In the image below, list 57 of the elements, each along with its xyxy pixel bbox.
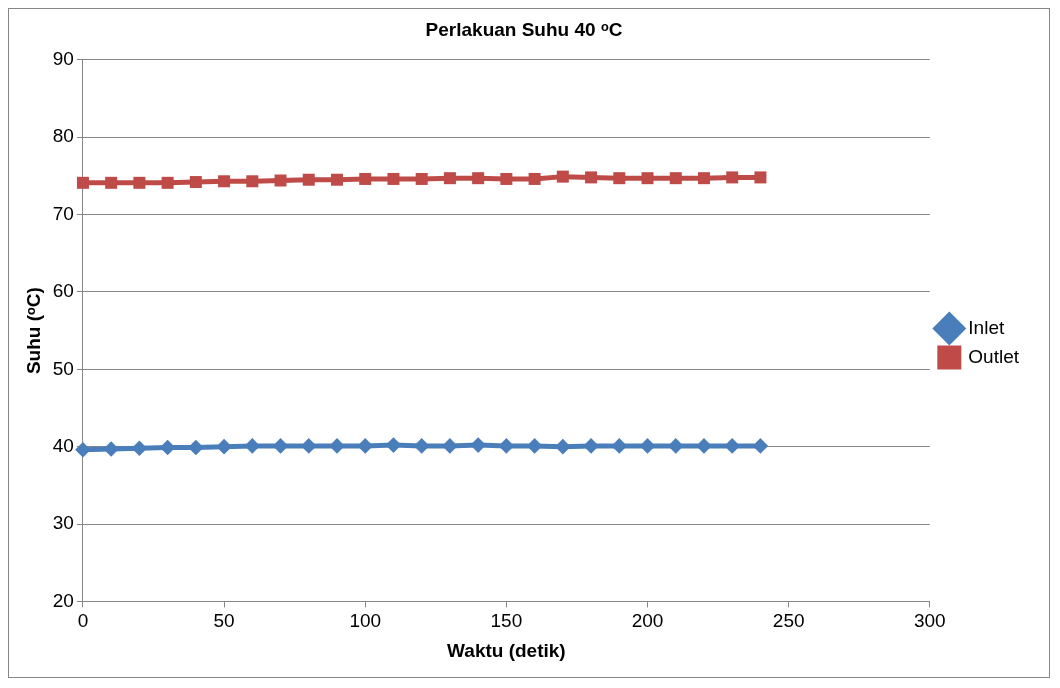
- y-tick-label: 30: [52, 512, 74, 534]
- point: [105, 176, 118, 189]
- point: [500, 172, 513, 185]
- x-tick-label: 150: [490, 610, 523, 632]
- point: [752, 438, 769, 454]
- point: [696, 438, 712, 454]
- point: [216, 438, 232, 455]
- point: [133, 176, 146, 189]
- point: [218, 175, 231, 188]
- x-tick-label: 100: [349, 610, 382, 632]
- point: [161, 176, 174, 189]
- y-tick-label: 50: [52, 357, 74, 379]
- y-tick-label: 20: [52, 589, 74, 611]
- point: [472, 172, 485, 185]
- point: [613, 172, 626, 185]
- point: [76, 176, 89, 189]
- point: [754, 171, 767, 184]
- point: [443, 172, 456, 185]
- point: [189, 176, 202, 189]
- point: [359, 172, 372, 185]
- chart-title: Perlakuan Suhu 40 ᵒC: [425, 18, 623, 40]
- x-tick-label: 0: [77, 610, 89, 632]
- point: [726, 171, 739, 184]
- x-tick-label: 300: [913, 610, 946, 632]
- point: [75, 441, 91, 458]
- y-tick-label: 80: [52, 125, 74, 147]
- point: [387, 172, 400, 185]
- point: [415, 172, 428, 185]
- point: [724, 438, 740, 454]
- point: [669, 172, 682, 185]
- point: [331, 173, 343, 186]
- x-axis-title: Waktu (detik): [447, 639, 566, 661]
- point: [470, 437, 486, 453]
- point: [329, 438, 345, 454]
- y-tick-label: 40: [52, 434, 74, 456]
- point: [302, 173, 315, 186]
- point: [585, 171, 598, 184]
- point: [528, 172, 541, 185]
- point: [442, 438, 458, 454]
- point: [583, 438, 599, 454]
- legend-label: Inlet: [968, 316, 1005, 338]
- legend-label: Outlet: [968, 345, 1020, 367]
- x-tick-label: 50: [213, 610, 235, 632]
- x-tick-label: 250: [772, 610, 805, 632]
- point: [103, 441, 119, 457]
- point: [641, 172, 654, 185]
- point: [246, 175, 259, 188]
- point: [274, 174, 287, 187]
- x-tick-label: 200: [631, 610, 664, 632]
- point: [556, 170, 569, 183]
- y-tick-label: 70: [52, 202, 74, 224]
- point: [697, 172, 710, 185]
- y-tick-label: 60: [52, 280, 74, 302]
- point: [188, 439, 204, 456]
- y-axis-title: Suhu (ᵒC): [22, 287, 44, 375]
- point: [555, 438, 571, 455]
- y-tick-label: 90: [52, 48, 74, 70]
